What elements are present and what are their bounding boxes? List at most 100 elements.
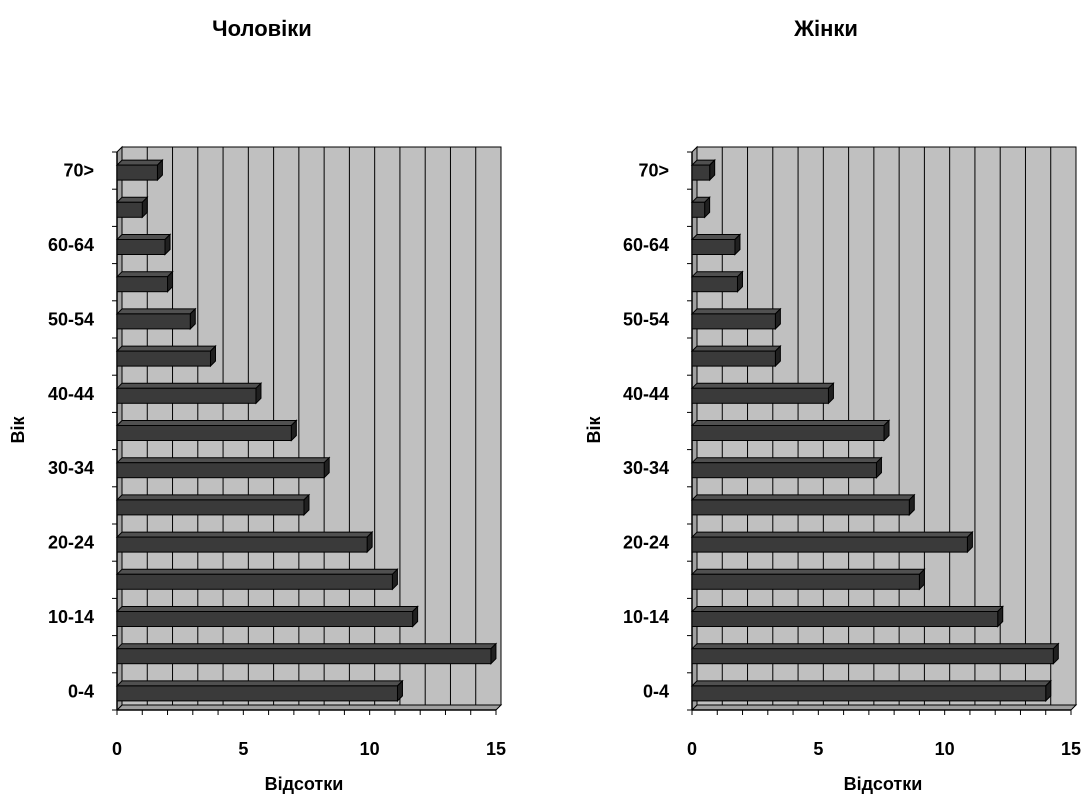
y-tick-label: 0-4 — [68, 681, 94, 701]
bar — [115, 158, 164, 182]
bar-top-face — [690, 531, 974, 538]
bar — [115, 605, 419, 628]
bar-front-face — [116, 201, 143, 218]
y-tick-label: 60-64 — [623, 235, 669, 255]
bar-front-face — [691, 462, 877, 479]
bar-top-face — [690, 345, 782, 352]
bar — [690, 605, 1004, 628]
bar-front-face — [116, 350, 211, 367]
y-axis-label: Вік — [584, 416, 604, 444]
bar-front-face — [691, 611, 999, 627]
bar — [690, 270, 744, 293]
bar — [115, 568, 399, 591]
bar-top-face — [115, 568, 399, 575]
bar-front-face — [116, 499, 305, 516]
bar-top-face — [690, 606, 1004, 612]
bar — [690, 530, 974, 554]
bar-top-face — [690, 680, 1052, 687]
bar — [115, 456, 331, 479]
x-tick-label: 0 — [112, 739, 122, 759]
x-tick-label: 5 — [813, 739, 823, 759]
bar — [690, 307, 782, 331]
bar — [690, 456, 883, 479]
x-tick-label: 15 — [486, 739, 506, 759]
bar-top-face — [115, 271, 174, 278]
bar-top-face — [115, 382, 263, 389]
bar-front-face — [691, 164, 711, 181]
chart-women: Жінки 0 5 10 15 0-4 10-14 20-24 30-34 40-44 50-54… — [584, 16, 1081, 794]
bar — [690, 382, 835, 405]
x-tick-label: 10 — [360, 739, 380, 759]
bar-front-face — [691, 276, 738, 293]
bar — [690, 233, 742, 256]
y-tick-label: 40-44 — [48, 384, 94, 404]
bar-front-face — [116, 387, 257, 404]
bar — [115, 233, 172, 256]
y-tick-label: 50-54 — [48, 309, 94, 329]
bar-top-face — [115, 159, 164, 166]
x-tick-label: 5 — [238, 739, 248, 759]
bar — [115, 196, 149, 219]
bar-front-face — [691, 648, 1054, 665]
chart-title: Жінки — [793, 16, 858, 41]
bar — [115, 382, 263, 405]
x-axis-label: Відсотки — [265, 774, 344, 794]
bar-top-face — [115, 457, 331, 464]
bar-top-face — [690, 568, 926, 575]
x-tick-label: 0 — [687, 739, 697, 759]
bar-top-face — [690, 271, 744, 278]
bar — [690, 679, 1052, 703]
y-tick-label: 20-24 — [48, 533, 94, 553]
bar-front-face — [116, 276, 169, 293]
bar-front-face — [691, 499, 910, 516]
bar-top-face — [690, 382, 835, 389]
bar-top-face — [115, 531, 374, 538]
y-tick-label: 30-34 — [623, 458, 669, 478]
bar — [115, 642, 498, 665]
y-tick-label: 70> — [638, 161, 669, 181]
bar-front-face — [116, 685, 398, 702]
bar — [690, 196, 711, 219]
bar — [690, 344, 782, 368]
bar-front-face — [116, 573, 393, 590]
bar-front-face — [691, 685, 1047, 702]
bar-front-face — [116, 313, 191, 330]
bar-top-face — [115, 494, 311, 501]
bar-top-face — [690, 494, 916, 501]
bar-front-face — [691, 536, 968, 553]
bar-front-face — [691, 239, 736, 255]
bar — [690, 642, 1060, 665]
bar — [115, 270, 174, 293]
bar-top-face — [690, 234, 742, 240]
y-tick-label: 70> — [63, 161, 94, 181]
y-tick-label: 20-24 — [623, 533, 669, 553]
bar-front-face — [691, 425, 885, 441]
y-tick-label: 0-4 — [643, 681, 669, 701]
bar-front-face — [691, 573, 920, 590]
bar-front-face — [691, 313, 776, 330]
y-tick-label: 40-44 — [623, 384, 669, 404]
y-tick-label: 10-14 — [623, 607, 669, 627]
bar-top-face — [690, 420, 891, 426]
bar-front-face — [116, 536, 368, 553]
chart-title: Чоловіки — [212, 16, 312, 41]
y-tick-label: 30-34 — [48, 458, 94, 478]
bar-top-face — [690, 457, 883, 464]
y-tick-label: 50-54 — [623, 309, 669, 329]
x-tick-label: 15 — [1061, 739, 1081, 759]
bar — [115, 419, 298, 442]
chart-men: Чоловіки 0 5 10 15 0-4 10-14 20-24 30-34 40-44 50… — [8, 16, 506, 794]
bar-front-face — [116, 611, 414, 627]
bar — [690, 158, 716, 182]
bar-front-face — [116, 462, 325, 479]
bar-top-face — [115, 606, 419, 612]
bar-top-face — [115, 345, 217, 352]
bar — [690, 419, 891, 442]
bar-top-face — [115, 234, 172, 240]
bar-front-face — [691, 350, 776, 367]
bar-top-face — [690, 643, 1060, 650]
bar-front-face — [116, 648, 492, 665]
bar-front-face — [116, 425, 292, 441]
bar-front-face — [116, 239, 166, 255]
